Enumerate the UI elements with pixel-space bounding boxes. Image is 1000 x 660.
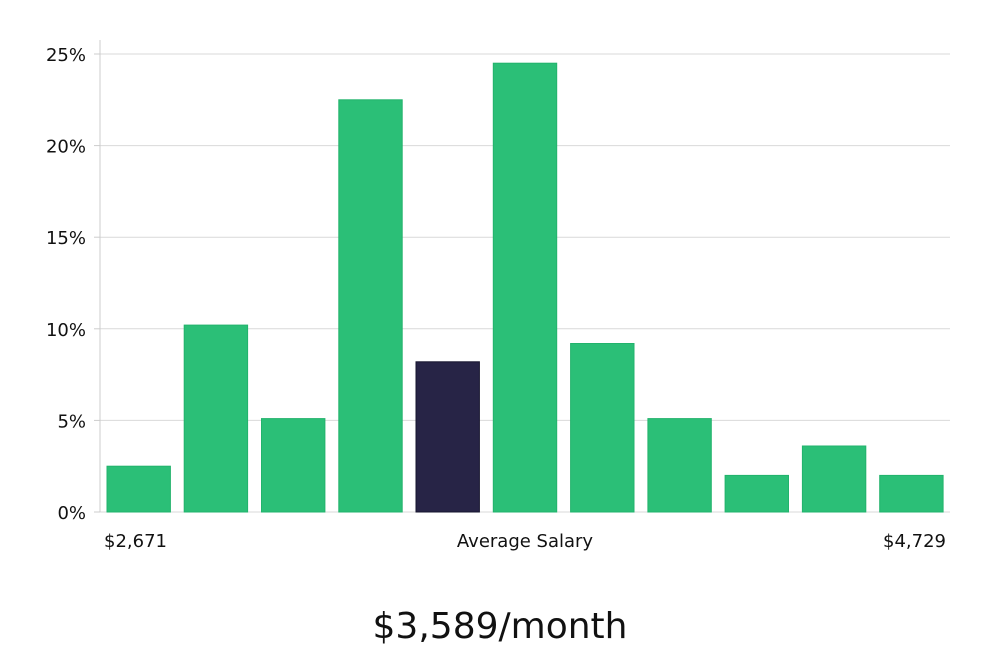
x-min-label: $2,671 — [104, 531, 167, 552]
bar — [647, 418, 712, 513]
bar — [879, 474, 944, 513]
x-max-label: $4,729 — [883, 531, 946, 552]
x-center-label: Average Salary — [457, 531, 594, 552]
y-axis-ticks: 0% 5% 10% 15% 20% 25% — [46, 45, 100, 524]
bars — [106, 62, 944, 513]
bar — [338, 99, 403, 513]
bar — [492, 62, 558, 513]
bar — [261, 418, 326, 513]
bar — [801, 445, 867, 513]
y-tick-label: 0% — [57, 503, 86, 524]
bar — [183, 324, 249, 513]
average-salary-value: $3,589/month — [372, 606, 628, 647]
bar — [570, 343, 635, 513]
y-tick-label: 15% — [46, 228, 86, 249]
y-tick-label: 10% — [46, 320, 86, 341]
y-tick-label: 5% — [57, 411, 86, 432]
salary-histogram: 0% 5% 10% 15% 20% 25% $2,671 Average Salary $… — [46, 40, 950, 552]
bar — [106, 465, 171, 513]
y-tick-label: 25% — [46, 45, 86, 66]
y-tick-label: 20% — [46, 137, 86, 158]
bar — [724, 474, 789, 513]
bar-highlighted — [415, 361, 480, 513]
